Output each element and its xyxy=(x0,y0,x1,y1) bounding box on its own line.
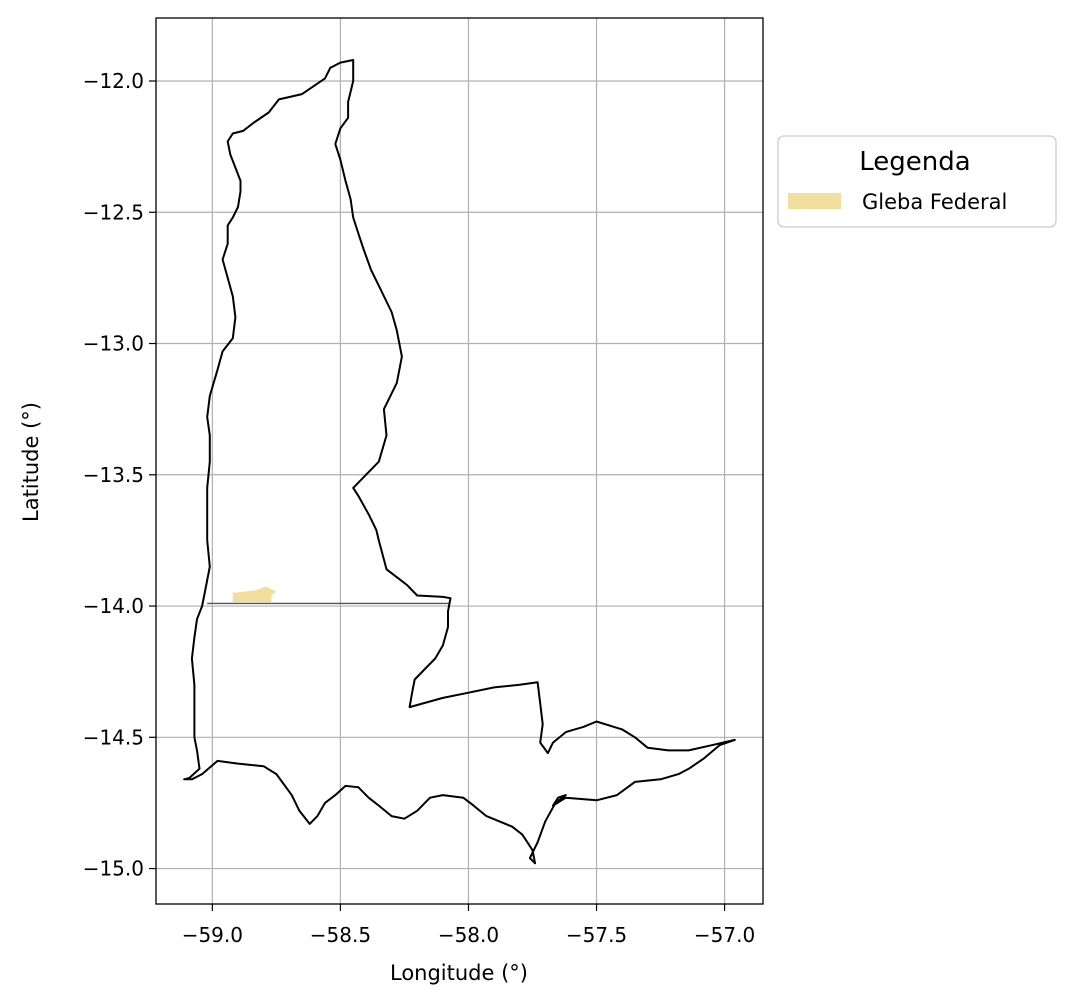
x-tick-label: −57.5 xyxy=(566,923,627,947)
y-tick-label: −14.5 xyxy=(83,725,144,749)
legend: Legenda Gleba Federal xyxy=(777,135,1057,228)
legend-box xyxy=(777,135,1057,228)
y-tick-label: −14.0 xyxy=(83,594,144,618)
y-tick-label: −13.5 xyxy=(83,463,144,487)
x-tick-label: −57.0 xyxy=(694,923,755,947)
y-axis: −12.0 −12.5 −13.0 −13.5 −14.0 −14.5 −15.0 xyxy=(83,69,156,881)
grid xyxy=(156,18,763,904)
x-axis: −59.0 −58.5 −58.0 −57.5 −57.0 xyxy=(182,904,755,947)
y-axis-label: Latitude (°) xyxy=(19,402,43,522)
plot-frame xyxy=(155,17,764,905)
legend-title: Legenda xyxy=(859,147,970,177)
x-tick-label: −59.0 xyxy=(182,923,243,947)
legend-swatch-gleba-federal xyxy=(788,193,841,209)
x-axis-label: Longitude (°) xyxy=(390,961,528,985)
y-tick-label: −15.0 xyxy=(83,857,144,881)
x-tick-label: −58.5 xyxy=(310,923,371,947)
legend-label-gleba-federal: Gleba Federal xyxy=(862,190,1007,214)
y-tick-label: −12.0 xyxy=(83,69,144,93)
y-tick-label: −13.0 xyxy=(83,332,144,356)
x-tick-label: −58.0 xyxy=(438,923,499,947)
y-tick-label: −12.5 xyxy=(83,200,144,224)
gleba-federal-area xyxy=(232,586,277,603)
map-layers xyxy=(183,59,736,865)
municipality-boundary xyxy=(183,59,736,865)
